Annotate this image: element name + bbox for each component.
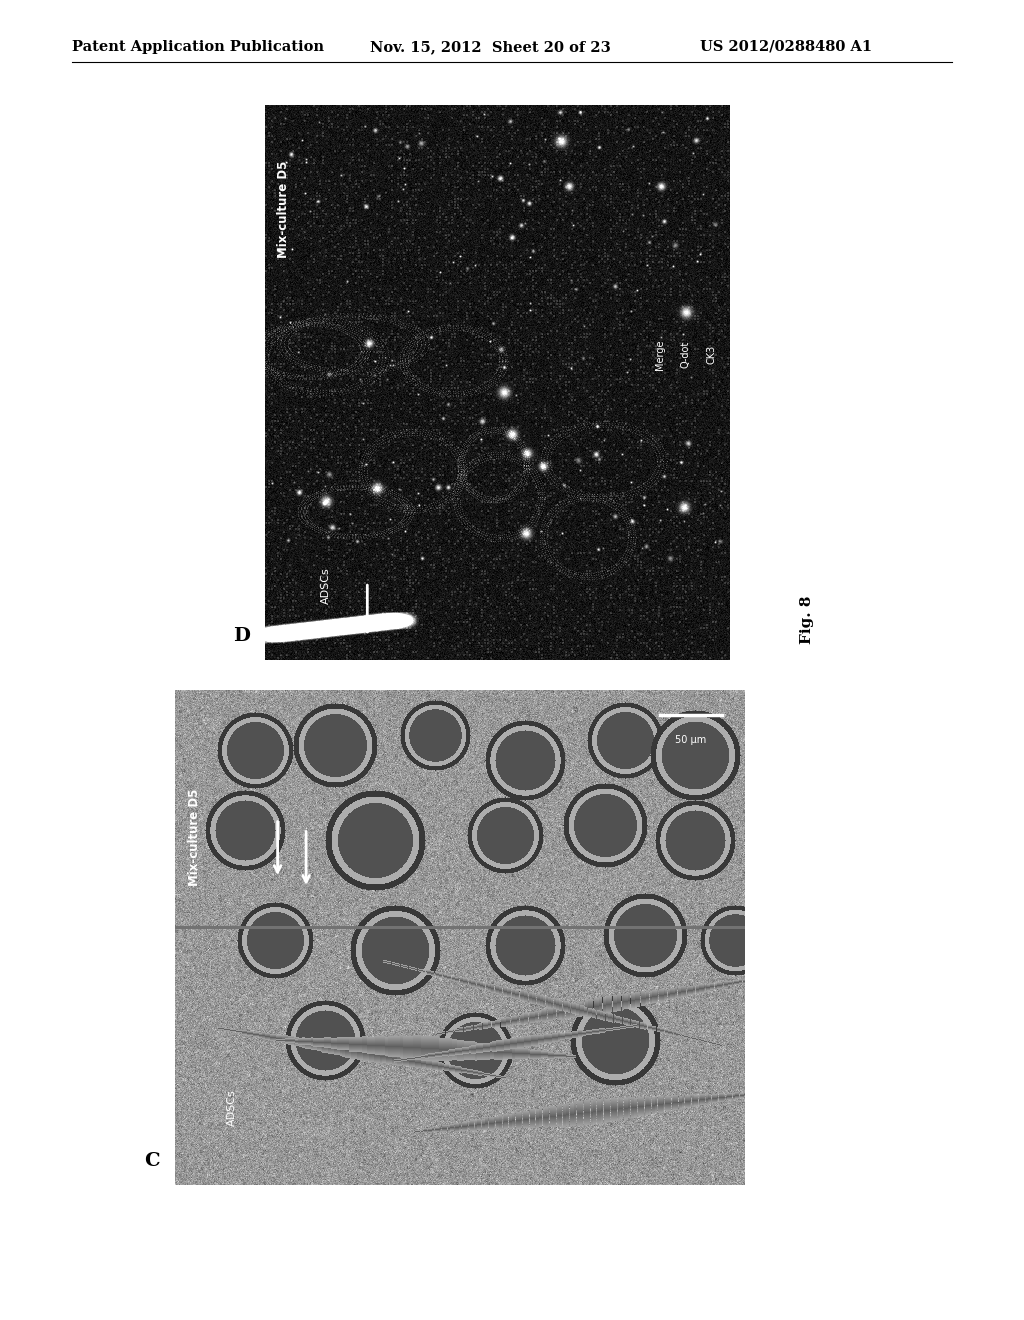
Text: Q-dot: Q-dot xyxy=(681,341,691,368)
Text: 50 μm: 50 μm xyxy=(675,734,707,744)
Text: D: D xyxy=(233,627,250,645)
Text: US 2012/0288480 A1: US 2012/0288480 A1 xyxy=(700,40,872,54)
Text: ADSCs: ADSCs xyxy=(321,568,331,605)
Text: Nov. 15, 2012  Sheet 20 of 23: Nov. 15, 2012 Sheet 20 of 23 xyxy=(370,40,610,54)
Text: Fig. 8: Fig. 8 xyxy=(800,595,814,644)
Text: ADSCs: ADSCs xyxy=(227,1089,237,1126)
Text: CK3: CK3 xyxy=(707,345,717,364)
Text: Mix-culture D5: Mix-culture D5 xyxy=(278,161,290,257)
Text: Merge: Merge xyxy=(655,339,666,370)
Text: Mix-culture D5: Mix-culture D5 xyxy=(188,789,202,886)
Text: C: C xyxy=(144,1152,160,1170)
Text: Patent Application Publication: Patent Application Publication xyxy=(72,40,324,54)
